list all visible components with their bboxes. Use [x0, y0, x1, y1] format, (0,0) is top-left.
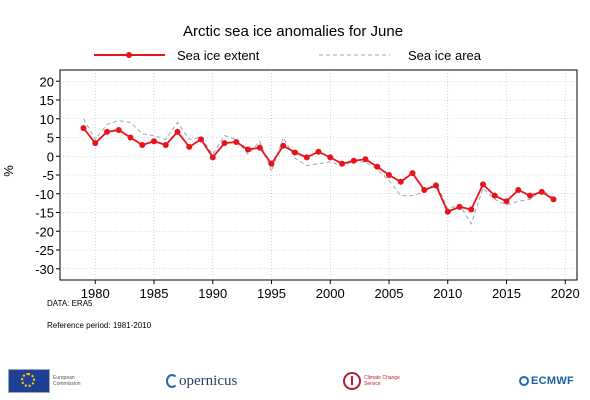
y-axis-label: %: [1, 165, 16, 177]
data-point-extent: [280, 142, 287, 149]
y-tick-label: -5: [42, 168, 54, 183]
copernicus-logo: opernicus: [166, 368, 237, 394]
data-point-extent: [115, 127, 122, 133]
data-point-extent: [527, 192, 533, 199]
x-tick-label: 2015: [492, 286, 521, 300]
c3s-logo: Climate Change Service: [343, 368, 404, 394]
thermometer-icon: [343, 372, 361, 390]
y-tick-label: 20: [40, 74, 54, 89]
x-tick-label: 2000: [316, 286, 345, 300]
eu-logo-text: European Commission: [53, 375, 81, 387]
y-tick-label: -25: [35, 243, 54, 258]
x-tick-label: 1980: [81, 286, 110, 300]
data-point-extent: [444, 208, 451, 215]
copernicus-logo-text: opernicus: [179, 372, 238, 389]
data-point-extent: [397, 178, 404, 185]
data-point-extent: [256, 144, 263, 151]
x-axis: 1980 1985 1990 1995 2000 2005 2010 2015 2020: [81, 280, 580, 300]
data-point-extent: [491, 192, 498, 199]
y-tick-label: -30: [35, 262, 54, 277]
x-tick-label: 2020: [551, 286, 580, 300]
y-tick-label: 15: [40, 93, 54, 108]
y-tick-label: 0: [47, 149, 54, 164]
data-point-extent: [409, 170, 416, 177]
data-point-extent: [233, 139, 240, 145]
data-point-extent: [80, 125, 87, 132]
y-tick-label: -15: [35, 206, 54, 221]
ecmwf-logo-text: ECMWF: [531, 375, 575, 387]
data-point-extent: [350, 157, 357, 164]
legend-label-extent: Sea ice extent: [177, 48, 260, 63]
data-point-extent: [303, 154, 310, 161]
y-tick-label: 5: [47, 131, 54, 146]
data-point-extent: [503, 198, 510, 205]
chart-title: Arctic sea ice anomalies for June: [183, 23, 403, 40]
legend-marker-extent: [126, 52, 132, 58]
series-group: [80, 118, 557, 225]
eu-flag-icon: [8, 369, 50, 393]
x-tick-label: 1985: [140, 286, 169, 300]
data-point-extent: [292, 149, 298, 156]
data-point-extent: [92, 140, 99, 147]
x-tick-label: 2010: [433, 286, 462, 300]
copernicus-c-icon: [166, 374, 178, 388]
data-point-extent: [198, 136, 204, 143]
data-point-extent: [327, 154, 334, 161]
data-point-extent: [550, 196, 557, 203]
data-point-extent: [468, 206, 475, 213]
x-tick-label: 1990: [198, 286, 227, 300]
ecmwf-globe-icon: [519, 376, 529, 386]
x-tick-label: 2005: [375, 286, 404, 300]
c3s-logo-text: Climate Change Service: [364, 375, 400, 387]
data-point-extent: [362, 156, 369, 163]
data-point-extent: [162, 142, 169, 148]
data-point-extent: [480, 181, 486, 188]
data-point-extent: [245, 146, 251, 153]
data-point-extent: [515, 187, 522, 193]
grid: [60, 70, 577, 280]
data-point-extent: [421, 187, 428, 193]
y-tick-label: -20: [35, 224, 54, 239]
data-point-extent: [139, 142, 146, 148]
x-tick-label: 1995: [257, 286, 286, 300]
data-point-extent: [315, 148, 322, 155]
data-point-extent: [433, 182, 439, 189]
data-point-extent: [151, 138, 157, 145]
logo-bar: European Commission opernicus Climate Ch…: [0, 360, 590, 400]
data-point-extent: [186, 143, 193, 150]
data-point-extent: [386, 172, 392, 178]
data-point-extent: [538, 188, 545, 195]
data-point-extent: [456, 203, 463, 210]
data-point-extent: [127, 134, 134, 141]
legend: Sea ice extent Sea ice area: [94, 48, 482, 63]
data-point-extent: [174, 128, 181, 135]
data-point-extent: [268, 160, 275, 167]
data-point-extent: [104, 128, 110, 135]
data-source-note: DATA: ERA5: [47, 299, 93, 308]
series-line-sea-ice-area: [83, 118, 554, 225]
legend-label-area: Sea ice area: [408, 48, 482, 63]
y-tick-label: -10: [35, 187, 54, 202]
data-point-extent: [374, 163, 381, 170]
data-point-extent: [339, 160, 345, 167]
y-axis: 20 15 10 5 0 -5 -10 -15 -20 -25 -30: [35, 74, 60, 277]
data-point-extent: [221, 140, 228, 147]
data-point-extent: [209, 154, 216, 161]
reference-period-note: Reference period: 1981-2010: [47, 321, 152, 330]
ecmwf-logo: ECMWF: [519, 368, 574, 394]
chart: Arctic sea ice anomalies for June Sea ic…: [1, 23, 580, 300]
eu-logo: European Commission: [8, 368, 83, 394]
y-tick-label: 10: [40, 112, 54, 127]
